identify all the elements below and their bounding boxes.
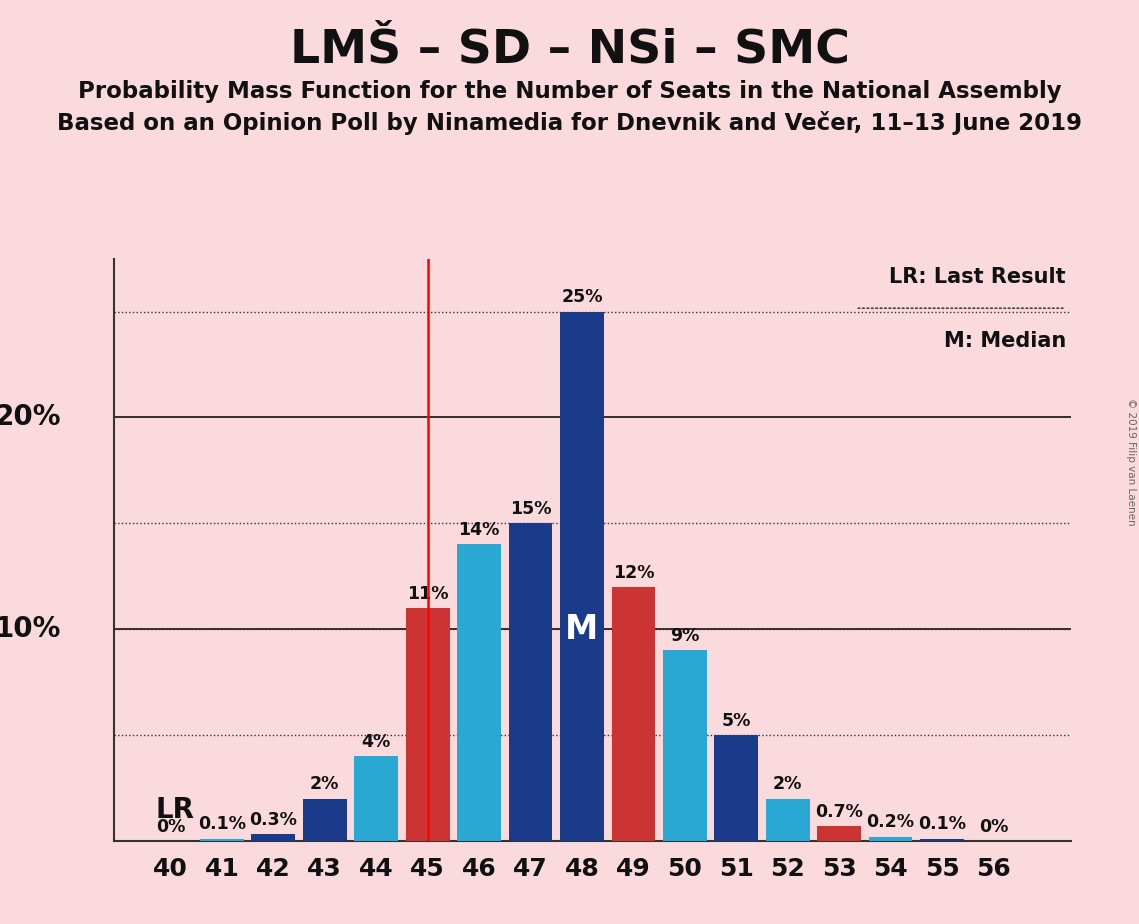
Bar (920, 839, 964, 841)
Bar (818, 826, 861, 841)
Text: 0.1%: 0.1% (918, 816, 966, 833)
Text: 0.1%: 0.1% (198, 816, 246, 833)
Text: © 2019 Filip van Laenen: © 2019 Filip van Laenen (1126, 398, 1136, 526)
Text: LR: LR (155, 796, 194, 824)
Text: 10%: 10% (0, 615, 62, 643)
Text: 5%: 5% (722, 711, 751, 730)
Text: Probability Mass Function for the Number of Seats in the National Assembly: Probability Mass Function for the Number… (77, 80, 1062, 103)
Text: 20%: 20% (0, 404, 62, 432)
Text: 11%: 11% (407, 585, 449, 602)
Text: M: Median: M: Median (943, 332, 1066, 351)
Bar (354, 756, 399, 841)
Bar (560, 311, 604, 841)
Bar (405, 608, 450, 841)
Text: 0.2%: 0.2% (867, 813, 915, 832)
Text: 14%: 14% (458, 521, 500, 540)
Bar (457, 544, 501, 841)
Text: Based on an Opinion Poll by Ninamedia for Dnevnik and Večer, 11–13 June 2019: Based on an Opinion Poll by Ninamedia fo… (57, 111, 1082, 135)
Bar (303, 798, 346, 841)
Text: 0.3%: 0.3% (249, 811, 297, 829)
Text: LMŠ – SD – NSi – SMC: LMŠ – SD – NSi – SMC (289, 28, 850, 73)
Text: 4%: 4% (361, 733, 391, 751)
Text: 0.7%: 0.7% (816, 803, 863, 821)
Text: 25%: 25% (562, 288, 603, 307)
Text: 0%: 0% (978, 818, 1008, 835)
Text: 15%: 15% (510, 500, 551, 518)
Text: 0%: 0% (156, 818, 186, 835)
Text: 2%: 2% (310, 775, 339, 793)
Bar (869, 836, 912, 841)
Bar (765, 798, 810, 841)
Text: M: M (565, 613, 599, 646)
Bar (509, 523, 552, 841)
Bar (714, 735, 759, 841)
Bar (663, 650, 706, 841)
Bar (612, 587, 655, 841)
Text: 9%: 9% (670, 627, 699, 645)
Bar (200, 839, 244, 841)
Text: 12%: 12% (613, 564, 654, 581)
Bar (252, 834, 295, 841)
Text: LR: Last Result: LR: Last Result (890, 267, 1066, 287)
Text: 2%: 2% (773, 775, 803, 793)
